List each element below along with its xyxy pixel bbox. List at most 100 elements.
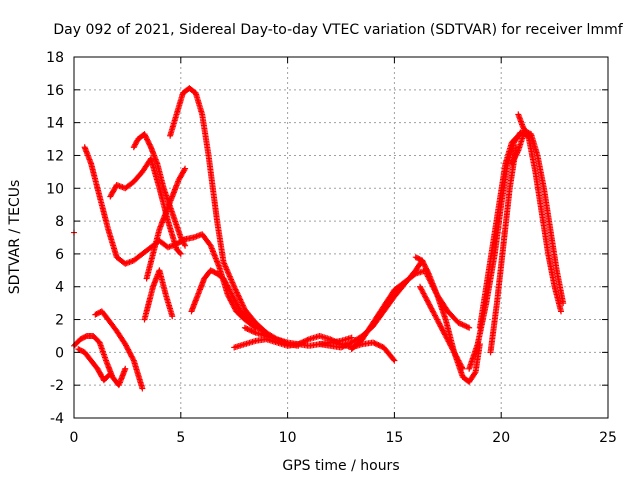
data-point — [182, 242, 189, 249]
data-point — [143, 135, 150, 142]
data-point — [458, 321, 465, 328]
data-point — [370, 339, 377, 346]
y-tick-label: 0 — [55, 345, 64, 361]
data-point — [519, 122, 526, 129]
data-point — [471, 370, 478, 377]
y-tick-label: 6 — [55, 247, 64, 263]
data-point — [378, 343, 385, 350]
data-point — [459, 364, 466, 371]
chart-title: Day 092 of 2021, Sidereal Day-to-day VTE… — [53, 22, 623, 38]
data-point — [304, 336, 311, 343]
satellite-track-17 — [423, 270, 473, 331]
plot-frame — [73, 56, 609, 419]
data-point — [421, 261, 428, 268]
data-point — [513, 144, 520, 151]
data-point — [248, 327, 255, 334]
y-tick-label: 4 — [55, 280, 64, 296]
data-point — [244, 325, 251, 332]
data-point — [182, 165, 189, 172]
y-axis-label: SDTVAR / TECUs — [7, 180, 23, 295]
data-point — [145, 138, 152, 145]
data-point — [106, 371, 113, 378]
satellite-track-4 — [167, 85, 270, 336]
satellite-track-18 — [466, 129, 530, 372]
data-point — [422, 264, 429, 271]
data-point — [145, 140, 152, 147]
satellite-track-8 — [71, 332, 129, 389]
data-point — [459, 365, 466, 372]
data-point — [247, 327, 254, 334]
satellite-track-20 — [515, 111, 565, 315]
data-point — [338, 344, 344, 351]
data-point — [144, 136, 151, 143]
y-tick-label: -4 — [50, 411, 64, 427]
data-point — [459, 321, 466, 328]
data-point — [460, 322, 467, 329]
data-point — [372, 340, 379, 347]
satellite-track-12 — [241, 324, 355, 349]
satellite-track-5 — [143, 165, 189, 282]
data-point — [251, 329, 258, 336]
data-point — [107, 370, 114, 377]
y-tick-label: 10 — [46, 181, 64, 197]
data-point — [466, 324, 473, 331]
satellite-track-13 — [316, 257, 426, 351]
data-point — [391, 357, 398, 364]
satellite-track-6 — [141, 267, 176, 323]
satellite-track-19 — [476, 132, 522, 331]
data-point — [455, 319, 462, 326]
data-point — [421, 262, 428, 269]
data-point — [181, 166, 188, 173]
data-point — [375, 341, 382, 348]
satellite-track-16 — [417, 283, 466, 372]
data-point — [560, 300, 567, 307]
data-point — [342, 342, 349, 349]
data-points — [71, 85, 567, 392]
data-point — [464, 324, 471, 331]
x-tick-label: 25 — [599, 430, 617, 446]
data-point — [146, 141, 153, 148]
data-point — [130, 356, 137, 363]
data-point — [142, 132, 149, 139]
satellite-track-22 — [487, 144, 520, 356]
y-tick-label: 12 — [46, 148, 64, 164]
y-tick-label: 14 — [46, 116, 64, 132]
data-point — [176, 249, 183, 256]
data-point — [122, 365, 129, 372]
data-point — [177, 250, 184, 257]
data-point — [411, 271, 418, 278]
satellite-track-10 — [92, 308, 146, 392]
data-point — [520, 124, 527, 131]
data-point — [514, 133, 521, 140]
data-point — [419, 257, 426, 264]
data-point — [340, 343, 347, 350]
y-tick-label: -2 — [50, 378, 64, 394]
data-point — [169, 313, 176, 320]
x-tick-label: 5 — [176, 430, 185, 446]
data-point — [456, 320, 463, 327]
y-tick-label: 16 — [46, 83, 64, 99]
data-point — [423, 265, 430, 272]
y-tick-label: 8 — [55, 214, 64, 230]
y-tick-label: 2 — [55, 313, 64, 329]
data-point — [181, 241, 188, 248]
data-point — [374, 341, 381, 348]
grid — [74, 57, 608, 418]
x-tick-label: 0 — [70, 430, 79, 446]
data-point — [141, 131, 148, 138]
data-point — [144, 137, 151, 144]
data-point — [343, 341, 350, 348]
data-point — [558, 308, 565, 315]
data-point — [241, 324, 248, 331]
data-point — [390, 356, 397, 363]
satellite-track-11 — [231, 332, 398, 364]
data-point — [243, 325, 250, 332]
satellite-track-3 — [130, 131, 189, 249]
x-tick-label: 10 — [279, 430, 297, 446]
data-point — [419, 258, 426, 265]
data-point — [245, 326, 252, 333]
x-tick-label: 15 — [385, 430, 403, 446]
data-point — [139, 385, 146, 392]
x-tick-label: 20 — [492, 430, 510, 446]
